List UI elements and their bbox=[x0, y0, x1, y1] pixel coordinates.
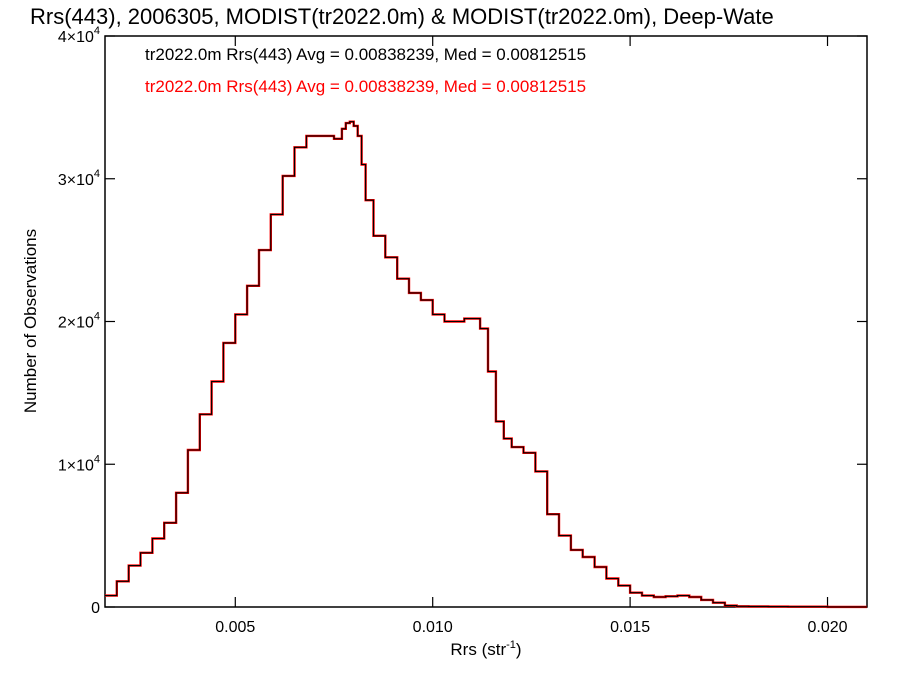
y-tick-label-exponent: 4 bbox=[94, 453, 100, 465]
x-tick-label: 0.010 bbox=[413, 619, 453, 636]
x-axis-label: Rrs (str-1) bbox=[450, 639, 521, 659]
y-tick-label-mantissa: 4×10 bbox=[58, 29, 94, 46]
annotation-line-1: tr2022.0m Rrs(443) Avg = 0.00838239, Med… bbox=[145, 45, 586, 64]
y-tick-label-mantissa: 2×10 bbox=[58, 315, 94, 332]
x-axis-ticks: 0.005 0.010 0.015 0.020 bbox=[215, 36, 848, 636]
x-tick-label: 0.015 bbox=[610, 619, 650, 636]
y-tick-label: 1×104 bbox=[58, 453, 100, 474]
annotation-line-2: tr2022.0m Rrs(443) Avg = 0.00838239, Med… bbox=[145, 77, 586, 96]
x-tick-label: 0.005 bbox=[215, 619, 255, 636]
histogram-series-2 bbox=[105, 121, 867, 608]
y-tick-label-mantissa: 3×10 bbox=[58, 172, 94, 189]
histogram-series-1 bbox=[105, 120, 867, 609]
y-tick-label-exponent: 4 bbox=[94, 25, 100, 37]
x-axis-label-close: ) bbox=[516, 640, 522, 659]
y-tick-label: 2×104 bbox=[58, 311, 100, 332]
y-tick-label-exponent: 4 bbox=[94, 168, 100, 180]
y-tick-label-mantissa: 1×10 bbox=[58, 457, 94, 474]
series-layer bbox=[105, 120, 867, 609]
x-tick-label: 0.020 bbox=[807, 619, 847, 636]
chart-title: Rrs(443), 2006305, MODIST(tr2022.0m) & M… bbox=[30, 4, 774, 29]
x-axis-label-base: Rrs (str bbox=[450, 640, 506, 659]
y-tick-label-mantissa: 0 bbox=[91, 600, 100, 617]
y-axis-label: Number of Observations bbox=[21, 229, 40, 413]
x-axis-label-exponent: -1 bbox=[506, 639, 516, 651]
y-tick-label: 4×104 bbox=[58, 25, 100, 46]
y-tick-label: 3×104 bbox=[58, 168, 100, 189]
y-tick-label-exponent: 4 bbox=[94, 311, 100, 323]
y-tick-label: 0 bbox=[91, 600, 100, 617]
plot-frame bbox=[104, 35, 868, 608]
